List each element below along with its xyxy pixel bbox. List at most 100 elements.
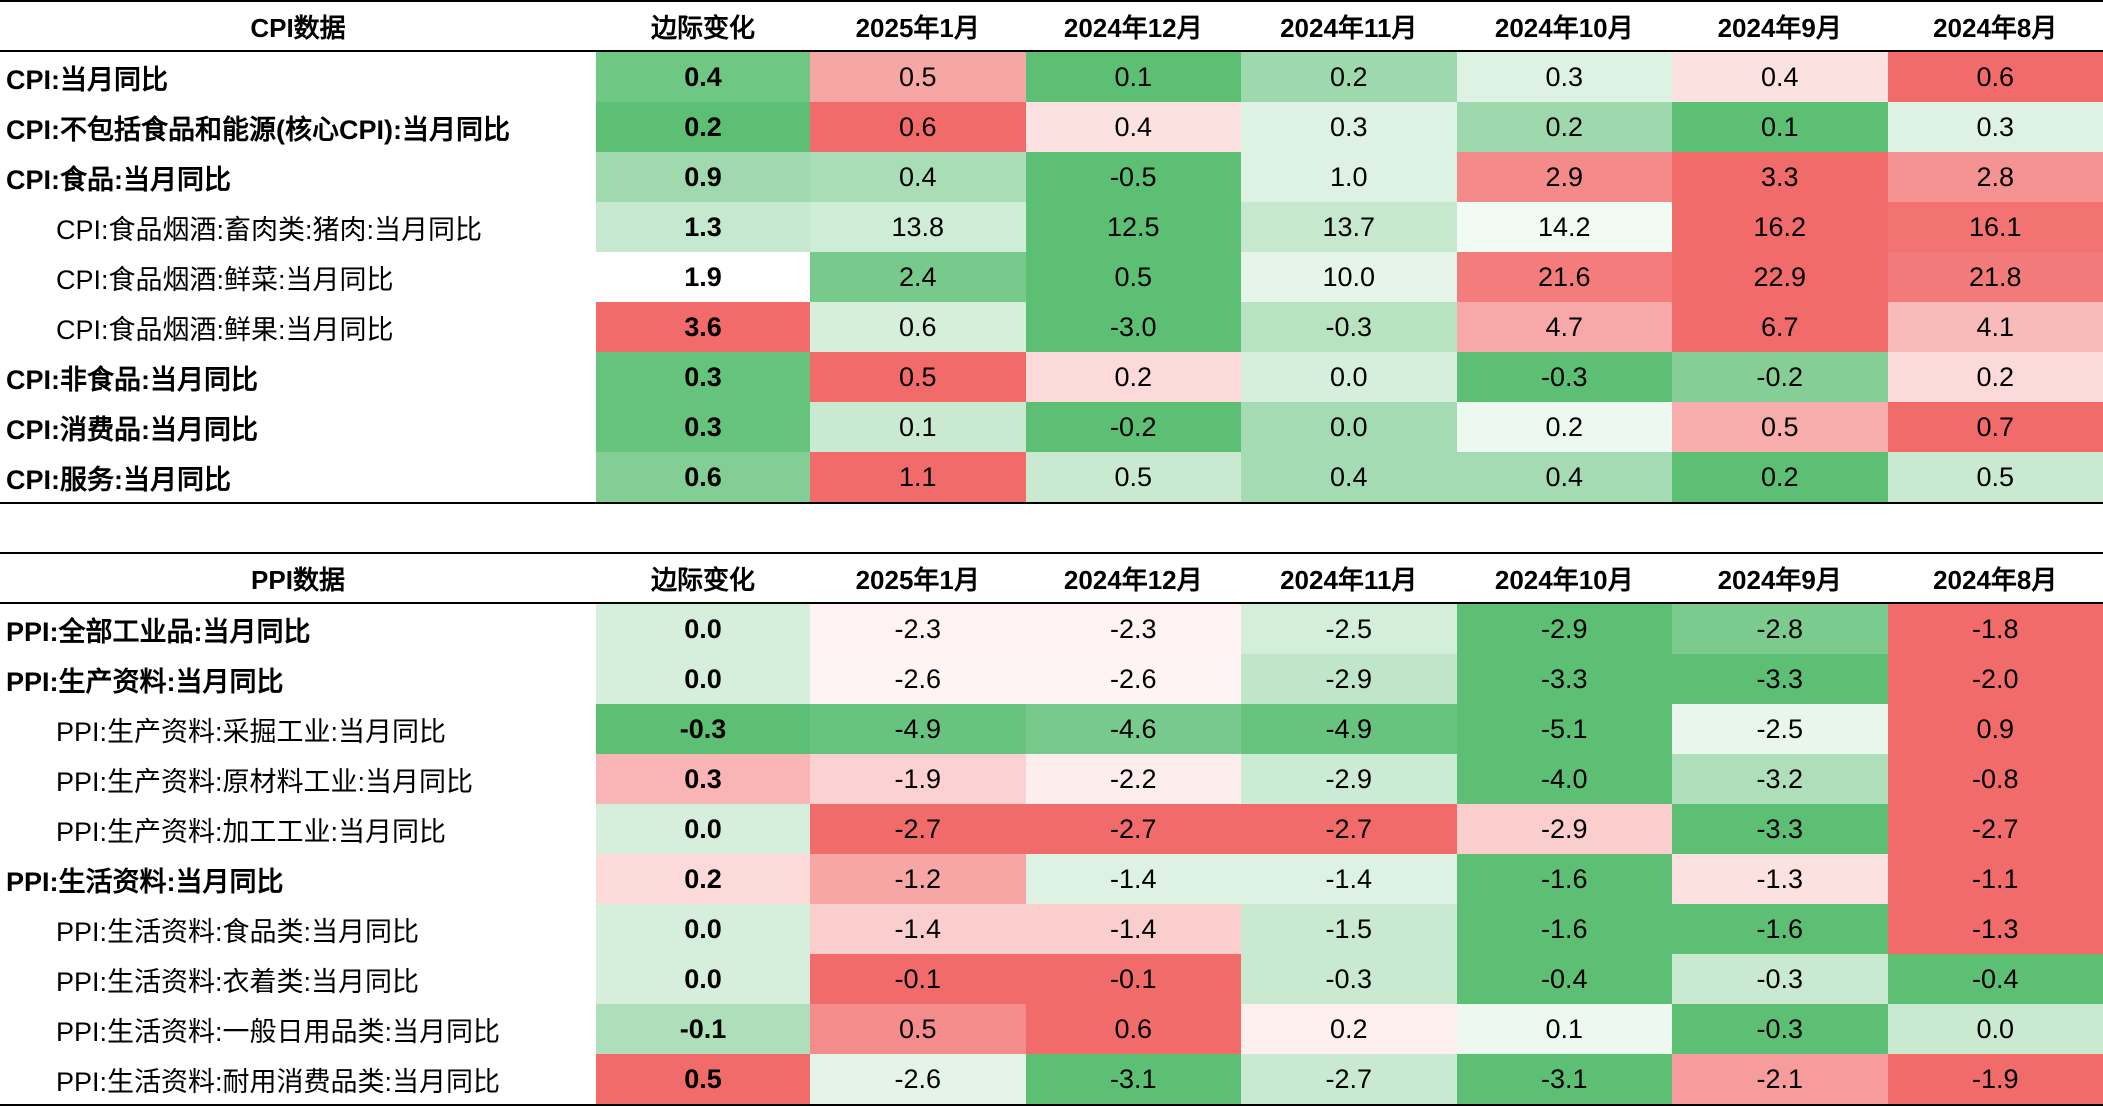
row-label: CPI:食品:当月同比 xyxy=(6,164,231,195)
value-cell: -0.3 xyxy=(1456,352,1672,402)
value-cell: -1.6 xyxy=(1456,904,1672,954)
row-label: CPI:食品烟酒:鲜果:当月同比 xyxy=(56,314,394,345)
value-cell: -2.9 xyxy=(1241,754,1457,804)
month-header: 2024年11月 xyxy=(1241,0,1457,52)
value-cell: 3.3 xyxy=(1672,152,1888,202)
value-cell: -3.3 xyxy=(1456,654,1672,704)
cpi-table-title: CPI数据 xyxy=(0,0,596,52)
delta-cell: 1.3 xyxy=(596,202,810,252)
table-row: CPI:服务:当月同比 0.6 1.1 0.5 0.4 0.4 0.2 0.5 xyxy=(0,452,2103,504)
delta-cell: 0.2 xyxy=(596,854,810,904)
cpi-delta-header: 边际变化 xyxy=(596,0,810,52)
month-header: 2024年9月 xyxy=(1672,552,1888,604)
row-label: PPI:生活资料:食品类:当月同比 xyxy=(56,916,420,947)
value-cell: 0.4 xyxy=(810,152,1026,202)
value-cell: -2.7 xyxy=(810,804,1026,854)
cpi-table-body: CPI:当月同比 0.4 0.5 0.1 0.2 0.3 0.4 0.6 CPI:不包括食品和能… xyxy=(0,51,2103,504)
value-cell: 0.5 xyxy=(810,51,1026,102)
value-cell: -2.9 xyxy=(1241,654,1457,704)
value-cell: -2.8 xyxy=(1672,603,1888,654)
value-cell: -5.1 xyxy=(1456,704,1672,754)
row-label: PPI:生活资料:一般日用品类:当月同比 xyxy=(56,1016,501,1047)
value-cell: -0.4 xyxy=(1887,954,2103,1004)
value-cell: -2.7 xyxy=(1241,804,1457,854)
ppi-table-body: PPI:全部工业品:当月同比 0.0 -2.3 -2.3 -2.5 -2.9 -2.8 -1.… xyxy=(0,603,2103,1106)
delta-cell: 0.3 xyxy=(596,402,810,452)
value-cell: -0.8 xyxy=(1887,754,2103,804)
row-label: PPI:生活资料:当月同比 xyxy=(6,866,284,897)
value-cell: 0.6 xyxy=(810,302,1026,352)
value-cell: 0.5 xyxy=(1672,402,1888,452)
value-cell: 0.3 xyxy=(1887,102,2103,152)
value-cell: -4.0 xyxy=(1456,754,1672,804)
table-row: PPI:生产资料:当月同比 0.0 -2.6 -2.6 -2.9 -3.3 -3.3 -2.0 xyxy=(0,654,2103,704)
row-label: PPI:生活资料:耐用消费品类:当月同比 xyxy=(0,1054,596,1106)
month-header: 2024年10月 xyxy=(1456,552,1672,604)
value-cell: 4.7 xyxy=(1456,302,1672,352)
table-row: PPI:生产资料:采掘工业:当月同比 -0.3 -4.9 -4.6 -4.9 -5.1 -2… xyxy=(0,704,2103,754)
value-cell: -2.3 xyxy=(1025,603,1241,654)
value-cell: 0.0 xyxy=(1241,352,1457,402)
value-cell: 0.1 xyxy=(1672,102,1888,152)
ppi-table-title: PPI数据 xyxy=(0,552,596,604)
value-cell: 0.4 xyxy=(1456,452,1672,504)
cpi-table: CPI数据 边际变化 2025年1月 2024年12月 2024年11月 202… xyxy=(0,0,2103,504)
value-cell: -2.0 xyxy=(1887,654,2103,704)
table-row: PPI:生活资料:当月同比 0.2 -1.2 -1.4 -1.4 -1.6 -1.3 -1.1 xyxy=(0,854,2103,904)
table-row: PPI:生活资料:衣着类:当月同比 0.0 -0.1 -0.1 -0.3 -0.4 -0.3… xyxy=(0,954,2103,1004)
value-cell: -2.7 xyxy=(1241,1054,1457,1106)
value-cell: 6.7 xyxy=(1672,302,1888,352)
table-row: CPI:消费品:当月同比 0.3 0.1 -0.2 0.0 0.2 0.5 0.7 xyxy=(0,402,2103,452)
row-label: CPI:消费品:当月同比 xyxy=(6,414,258,445)
row-label: CPI:不包括食品和能源(核心CPI):当月同比 xyxy=(6,114,510,145)
table-row: PPI:生活资料:一般日用品类:当月同比 -0.1 0.5 0.6 0.2 0.1 -0.3… xyxy=(0,1004,2103,1054)
value-cell: -1.4 xyxy=(1025,904,1241,954)
value-cell: -1.2 xyxy=(810,854,1026,904)
table-row: CPI:当月同比 0.4 0.5 0.1 0.2 0.3 0.4 0.6 xyxy=(0,51,2103,102)
delta-cell: 0.4 xyxy=(596,51,810,102)
row-label: CPI:食品烟酒:畜肉类:猪肉:当月同比 xyxy=(56,214,483,245)
value-cell: -0.3 xyxy=(1241,954,1457,1004)
value-cell: 0.0 xyxy=(1241,402,1457,452)
ppi-header-row: PPI数据 边际变化 2025年1月 2024年12月 2024年11月 202… xyxy=(0,552,2103,604)
value-cell: -0.3 xyxy=(1241,302,1457,352)
value-cell: -1.9 xyxy=(1887,1054,2103,1106)
value-cell: -4.6 xyxy=(1025,704,1241,754)
month-header: 2025年1月 xyxy=(810,552,1026,604)
month-header: 2024年9月 xyxy=(1672,0,1888,52)
value-cell: 0.0 xyxy=(1887,1004,2103,1054)
value-cell: 10.0 xyxy=(1241,252,1457,302)
value-cell: 2.9 xyxy=(1456,152,1672,202)
value-cell: -3.3 xyxy=(1672,654,1888,704)
value-cell: 21.8 xyxy=(1887,252,2103,302)
value-cell: -0.1 xyxy=(1025,954,1241,1004)
value-cell: 0.7 xyxy=(1887,402,2103,452)
delta-cell: -0.1 xyxy=(596,1004,810,1054)
month-header: 2024年8月 xyxy=(1887,552,2103,604)
row-label: PPI:全部工业品:当月同比 xyxy=(6,616,311,647)
month-header: 2024年12月 xyxy=(1025,552,1241,604)
value-cell: -2.2 xyxy=(1025,754,1241,804)
value-cell: -2.7 xyxy=(1887,804,2103,854)
value-cell: 0.4 xyxy=(1025,102,1241,152)
value-cell: 16.1 xyxy=(1887,202,2103,252)
value-cell: 0.1 xyxy=(1456,1004,1672,1054)
value-cell: 1.0 xyxy=(1241,152,1457,202)
value-cell: -0.1 xyxy=(810,954,1026,1004)
delta-cell: 0.0 xyxy=(596,904,810,954)
value-cell: -2.9 xyxy=(1456,603,1672,654)
table-row: PPI:全部工业品:当月同比 0.0 -2.3 -2.3 -2.5 -2.9 -2.8 -1.… xyxy=(0,603,2103,654)
value-cell: 0.2 xyxy=(1456,102,1672,152)
value-cell: 13.8 xyxy=(810,202,1026,252)
month-header: 2025年1月 xyxy=(810,0,1026,52)
value-cell: 0.5 xyxy=(1887,452,2103,504)
table-row: CPI:食品烟酒:鲜菜:当月同比 1.9 2.4 0.5 10.0 21.6 22.9 21.… xyxy=(0,252,2103,302)
row-label: PPI:生产资料:当月同比 xyxy=(6,666,284,697)
value-cell: -3.1 xyxy=(1025,1054,1241,1106)
value-cell: 0.3 xyxy=(1241,102,1457,152)
value-cell: -1.5 xyxy=(1241,904,1457,954)
value-cell: 0.5 xyxy=(1025,252,1241,302)
value-cell: -2.7 xyxy=(1025,804,1241,854)
month-header: 2024年11月 xyxy=(1241,552,1457,604)
table-row: PPI:生活资料:食品类:当月同比 0.0 -1.4 -1.4 -1.5 -1.6 -1.6… xyxy=(0,904,2103,954)
